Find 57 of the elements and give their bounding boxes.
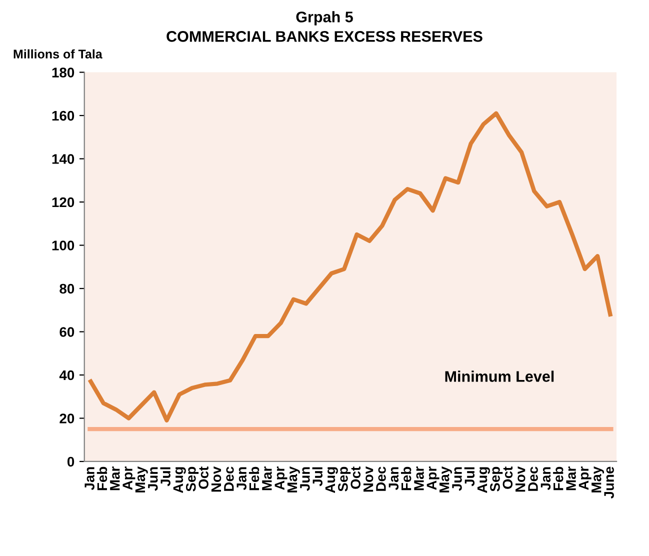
x-tick-label: Mar bbox=[414, 466, 424, 490]
x-tick-label: Sep bbox=[186, 466, 199, 492]
y-tick-label: 20 bbox=[60, 414, 74, 424]
x-tick-label: Dec bbox=[376, 466, 386, 491]
x-tick-label: Nov bbox=[211, 466, 222, 492]
x-tick-label: Feb bbox=[401, 466, 412, 490]
x-tick-label: Aug bbox=[173, 467, 186, 493]
x-tick-label: Apr bbox=[122, 466, 136, 490]
x-tick-label: June bbox=[604, 466, 614, 499]
x-tick-label: Mar bbox=[262, 466, 272, 490]
x-tick-label: May bbox=[440, 466, 452, 492]
x-tick-label: Jan bbox=[388, 467, 399, 490]
y-tick-label: 140 bbox=[52, 154, 74, 164]
line-series bbox=[88, 111, 612, 422]
annotation: Minimum Level bbox=[445, 370, 554, 382]
x-tick-label: Aug bbox=[325, 467, 338, 493]
y-tick-label: 0 bbox=[67, 456, 74, 467]
x-tick-label: Oct bbox=[350, 466, 361, 489]
x-tick-label: Jul bbox=[312, 467, 323, 486]
x-tick-label: Jun bbox=[300, 467, 310, 491]
x-tick-label: Feb bbox=[248, 466, 260, 490]
x-tick-label: Dec bbox=[528, 466, 538, 491]
y-tick-label: 120 bbox=[52, 197, 74, 208]
y-tick-label: 180 bbox=[52, 68, 74, 78]
x-tick-label: Feb bbox=[96, 466, 108, 490]
x-tick-label: Mar bbox=[110, 466, 120, 490]
x-tick-label: Jun bbox=[452, 467, 462, 491]
x-tick-label: Sep bbox=[490, 466, 503, 492]
x-tick-label: Oct bbox=[198, 466, 208, 489]
x-tick-label: Oct bbox=[502, 466, 513, 489]
x-tick-label: Nov bbox=[364, 466, 374, 492]
x-tick-label: Jan bbox=[540, 467, 551, 490]
y-tick-label: 40 bbox=[59, 370, 74, 380]
chart-subtitle: COMMERCIAL BANKS EXCESS RESERVES bbox=[166, 31, 482, 42]
y-tick-label: 60 bbox=[60, 327, 74, 337]
x-tick-label: Jun bbox=[148, 467, 158, 491]
x-tick-label: Sep bbox=[338, 466, 351, 492]
x-tick-label: Jul bbox=[160, 467, 170, 486]
x-tick-label: May bbox=[135, 466, 148, 492]
x-tick-label: Apr bbox=[426, 466, 440, 490]
x-tick-label: Jul bbox=[464, 467, 475, 486]
x-tick-label: Apr bbox=[578, 466, 592, 490]
y-tick-label: 160 bbox=[52, 110, 74, 121]
x-tick-label: Mar bbox=[566, 466, 576, 490]
x-tick-label: Aug bbox=[477, 467, 490, 493]
x-tick-label: Apr bbox=[274, 466, 288, 490]
x-tick-label: Jan bbox=[84, 467, 94, 490]
y-axis-title: Millions of Tala bbox=[14, 49, 102, 59]
x-tick-label: May bbox=[592, 466, 604, 492]
x-tick-label: Jan bbox=[236, 467, 246, 490]
y-tick-label: 100 bbox=[52, 240, 74, 250]
chart-title: Grpah 5 bbox=[296, 11, 353, 26]
y-tick-label: 80 bbox=[60, 284, 74, 294]
x-tick-label: Dec bbox=[224, 466, 234, 491]
x-tick-label: Feb bbox=[553, 466, 564, 490]
x-tick-label: Nov bbox=[516, 466, 526, 492]
x-tick-label: May bbox=[287, 466, 300, 492]
